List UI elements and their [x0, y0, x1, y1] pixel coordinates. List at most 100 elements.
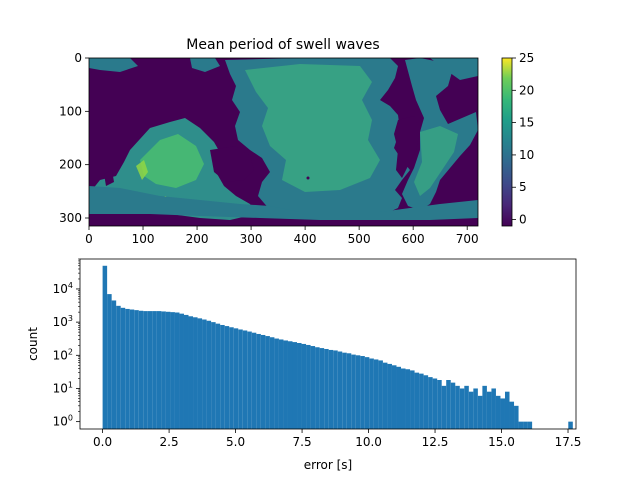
- histogram-bar: [514, 405, 519, 429]
- histogram-bar: [116, 305, 121, 429]
- histogram-bar: [297, 342, 302, 429]
- histogram-bar: [274, 338, 279, 429]
- histogram-bar: [446, 380, 451, 429]
- histogram-bar: [391, 365, 397, 429]
- map-x-tick-label: 0: [85, 232, 93, 246]
- hist-y-tick-label: 104: [53, 281, 73, 296]
- heatmap-ocean-peak: [136, 160, 148, 180]
- histogram-bar: [269, 337, 275, 429]
- histogram-bar: [486, 391, 492, 429]
- histogram-bar: [428, 377, 433, 429]
- histogram-bar: [161, 311, 166, 429]
- hist-x-tick-label: 12.5: [422, 435, 449, 449]
- histogram-bar: [251, 332, 257, 429]
- heatmap-ocean-indian-highlight: [140, 134, 204, 188]
- histogram-bar: [441, 385, 447, 429]
- histogram-bar: [120, 307, 126, 429]
- histogram-bar: [437, 380, 442, 429]
- histogram-bar: [459, 388, 465, 429]
- histogram-bar: [333, 350, 338, 429]
- histogram-bar: [401, 368, 406, 429]
- hist-x-label: error [s]: [304, 458, 352, 472]
- hist-y-axis: 100 101 102 103 104: [53, 258, 80, 429]
- histogram-bar: [301, 343, 307, 429]
- histogram-bar: [242, 330, 248, 429]
- histogram-bar: [455, 385, 460, 429]
- histogram-bar: [215, 323, 221, 429]
- map-x-axis: 0 100 200 300 400 500 600 700: [85, 226, 479, 246]
- map-x-tick-label: 400: [294, 232, 317, 246]
- histogram-bar: [183, 314, 189, 429]
- map-x-tick-label: 700: [456, 232, 479, 246]
- histogram-bar: [450, 382, 456, 429]
- histogram-bar: [156, 311, 162, 429]
- histogram-bars: [102, 265, 614, 429]
- heatmap-ocean-north-patch-east: [190, 58, 220, 72]
- histogram-bar: [238, 329, 243, 429]
- hist-x-tick-label: 7.5: [293, 435, 312, 449]
- histogram-bar: [102, 265, 108, 429]
- histogram-bar: [188, 316, 194, 429]
- histogram-bar: [111, 300, 117, 429]
- map-title: Mean period of swell waves: [186, 37, 379, 53]
- histogram-bar: [278, 339, 284, 429]
- map-axes-frame: [88, 57, 479, 227]
- heatmap-land-australia: [210, 146, 254, 182]
- histogram-bar: [523, 421, 528, 429]
- heatmap-ocean-pacific-highlight: [245, 64, 380, 192]
- histogram-bar: [491, 388, 496, 429]
- histogram-bar: [147, 311, 153, 429]
- colorbar-axis: 0 5 10 15 20 25: [512, 51, 534, 227]
- histogram-bar: [518, 421, 524, 429]
- histogram-bar: [324, 348, 329, 429]
- hist-x-tick-label: 5.0: [226, 435, 245, 449]
- colorbar-tick-label: 15: [519, 116, 534, 130]
- histogram-bar: [504, 391, 510, 429]
- histogram-bar: [609, 422, 614, 429]
- map-y-tick-label: 0: [74, 51, 82, 65]
- map-y-tick-label: 100: [59, 104, 82, 118]
- map-x-tick-label: 300: [240, 232, 263, 246]
- colorbar-tick-label: 10: [519, 148, 534, 162]
- histogram-bar: [509, 401, 515, 429]
- histogram-bar: [315, 347, 320, 429]
- histogram-bar: [568, 421, 573, 429]
- histogram-bar: [604, 412, 609, 429]
- histogram-bar: [229, 327, 234, 429]
- map-y-tick-label: 200: [59, 158, 82, 172]
- histogram-bar: [500, 398, 505, 429]
- histogram-bar: [319, 348, 325, 429]
- hist-y-label: count: [26, 327, 40, 361]
- colorbar-tick-label: 0: [519, 213, 527, 227]
- hist-x-axis: 0.0 2.5 5.0 7.5 10.0 12.5 15.0 17.5: [93, 429, 581, 449]
- histogram-bar: [256, 333, 261, 429]
- histogram-bar: [283, 340, 288, 429]
- histogram-bar: [107, 294, 112, 429]
- histogram-bar: [423, 375, 429, 429]
- histogram-bar: [193, 317, 198, 429]
- histogram-bar: [170, 312, 175, 429]
- hist-y-tick-label: 103: [53, 314, 73, 329]
- histogram-bar: [373, 359, 379, 429]
- histogram-bar: [364, 357, 370, 429]
- map-y-tick-label: 300: [59, 211, 82, 225]
- histogram-bar: [346, 353, 352, 429]
- hist-x-tick-label: 2.5: [160, 435, 179, 449]
- histogram-bar: [595, 422, 600, 429]
- heatmap-land-madagascar: [104, 170, 114, 186]
- histogram-bar: [369, 358, 374, 429]
- histogram-bar: [310, 346, 316, 429]
- histogram-bar: [206, 320, 212, 429]
- histogram-bar: [197, 318, 203, 429]
- histogram-bar: [138, 310, 144, 429]
- hist-x-tick-label: 17.5: [555, 435, 582, 449]
- colorbar-tick-label: 20: [519, 83, 534, 97]
- hist-y-tick-label: 101: [53, 380, 73, 395]
- colorbar-tick-label: 5: [519, 180, 527, 194]
- map-y-axis: 0 100 200 300: [59, 51, 89, 225]
- heatmap-ocean-north-patch: [89, 58, 138, 72]
- histogram-bar: [405, 369, 411, 429]
- histogram-bar: [337, 351, 343, 429]
- heatmap-ocean-southern: [89, 186, 478, 220]
- histogram-bar: [464, 385, 469, 429]
